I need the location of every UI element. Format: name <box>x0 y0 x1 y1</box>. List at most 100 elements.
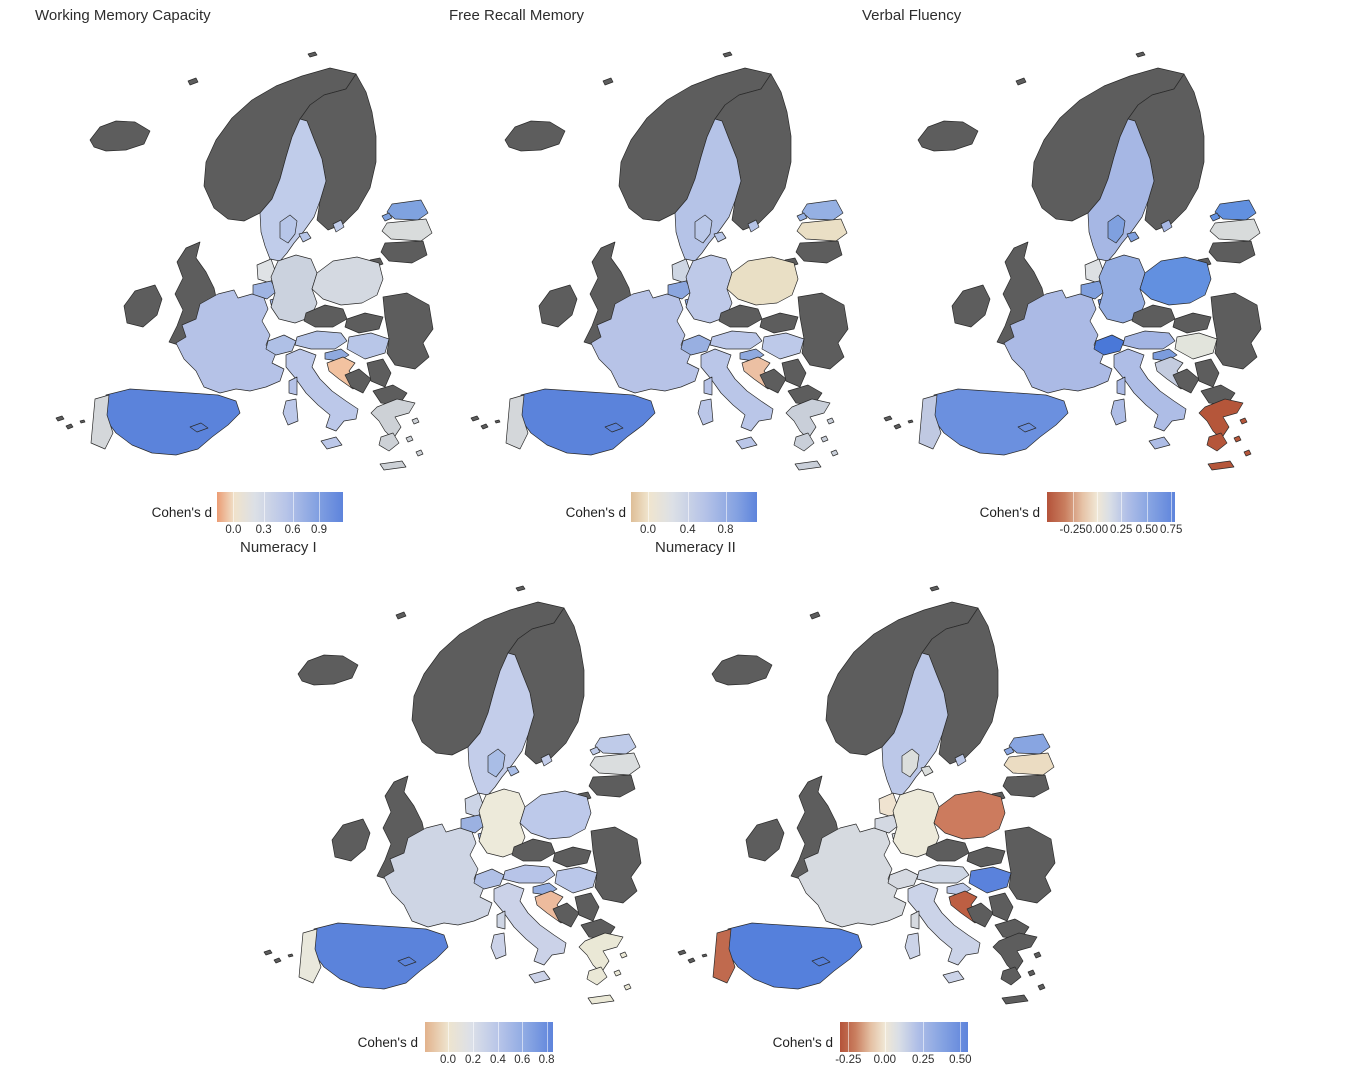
island-corsica <box>1116 376 1126 396</box>
legend-tick-label: 0.00 <box>873 1054 896 1066</box>
island-speck <box>65 423 74 430</box>
island-speck <box>307 51 318 58</box>
island-sardinia <box>490 932 507 960</box>
country-belgium <box>874 814 900 834</box>
island-aegean <box>1037 983 1046 991</box>
country-belgium <box>460 814 486 834</box>
europe-choropleth-map <box>263 585 642 1005</box>
island-speck <box>809 611 821 620</box>
country-switzerland <box>887 868 919 890</box>
country-france <box>1003 289 1113 394</box>
country-italy <box>285 348 359 432</box>
country-portugal <box>712 928 736 984</box>
country-poland <box>311 256 384 306</box>
country-bosnia <box>344 368 372 394</box>
region-romania-bulgaria <box>797 292 849 370</box>
island-sardinia <box>282 398 299 426</box>
island-aegean <box>820 435 829 443</box>
country-bosnia <box>552 902 580 928</box>
panel-title-numeracy-2: Numeracy II <box>655 539 736 556</box>
island-corsica <box>288 376 298 396</box>
country-sweden <box>467 652 535 796</box>
island-saaremaa <box>796 212 808 222</box>
legend-tick-label: 0.50 <box>949 1054 972 1066</box>
island-saaremaa <box>1209 212 1221 222</box>
legend-tick-label: 0.25 <box>1110 524 1133 536</box>
country-italy <box>493 882 567 966</box>
island-balearics <box>189 422 209 433</box>
island-sicily <box>1148 436 1171 450</box>
legend-tick-label: 0.4 <box>489 1054 506 1066</box>
legend-tick-row: 0.0 0.2 0.4 0.6 0.8 <box>425 1054 555 1068</box>
country-ireland <box>123 284 163 328</box>
island-speck <box>494 419 501 424</box>
europe-choropleth-map <box>883 51 1262 471</box>
country-czechia <box>1131 304 1176 328</box>
legend-tickmark <box>1096 492 1098 522</box>
island-speck <box>883 415 893 422</box>
country-austria <box>916 864 970 884</box>
legend-tick-label: 0.3 <box>255 524 272 536</box>
island-aegean <box>1027 969 1036 977</box>
country-slovakia <box>344 312 384 334</box>
island-crete <box>379 460 407 471</box>
map-verbal-fluency <box>868 48 1268 483</box>
island-gotland <box>540 753 553 767</box>
island-corsica <box>910 910 920 930</box>
legend-title: Cohen's d <box>151 505 212 520</box>
island-gotland <box>332 219 345 233</box>
country-greece <box>992 932 1038 974</box>
legend-tickmark <box>233 492 235 522</box>
island-speck <box>395 611 407 620</box>
legend-title: Cohen's d <box>772 1035 833 1050</box>
country-bosnia <box>966 902 994 928</box>
island-sicily <box>320 436 343 450</box>
panel-title-numeracy-1: Numeracy I <box>240 539 317 556</box>
island-speck <box>701 953 708 958</box>
country-finland <box>714 73 792 231</box>
island-zealand <box>920 765 934 777</box>
island-aegean <box>1233 435 1242 443</box>
country-denmark <box>1107 214 1126 244</box>
legend-tickmark <box>1171 492 1173 522</box>
country-latvia <box>381 218 433 242</box>
country-switzerland <box>680 334 712 356</box>
country-austria <box>1122 330 1176 350</box>
map-working-memory <box>40 48 440 483</box>
legend-tickmark <box>292 492 294 522</box>
country-ireland <box>951 284 991 328</box>
island-speck <box>263 949 273 956</box>
island-gotland <box>1160 219 1173 233</box>
country-estonia <box>1008 733 1051 755</box>
country-hungary <box>968 866 1012 894</box>
country-serbia <box>781 358 807 388</box>
legend-tick-label: 0.8 <box>717 524 734 536</box>
country-lithuania <box>380 240 428 264</box>
panel-title-verbal-fluency: Verbal Fluency <box>862 7 962 24</box>
island-zealand <box>298 231 312 243</box>
island-aegean <box>415 449 424 457</box>
country-italy <box>907 882 981 966</box>
country-ireland <box>331 818 371 862</box>
country-latvia <box>796 218 848 242</box>
island-sicily <box>942 970 965 984</box>
country-france <box>175 289 285 394</box>
island-speck <box>1135 51 1146 58</box>
legend-tickmark <box>319 492 321 522</box>
legend-tick-label: 0.6 <box>284 524 301 536</box>
country-denmark <box>901 748 920 778</box>
country-portugal <box>505 394 529 450</box>
island-balearics <box>397 956 417 967</box>
country-spain <box>103 388 241 456</box>
country-portugal <box>918 394 942 450</box>
country-iceland <box>89 120 151 152</box>
island-crete <box>794 460 822 471</box>
island-sardinia <box>697 398 714 426</box>
legend-tickmark <box>848 1022 850 1052</box>
legend-tickmark <box>1121 492 1123 522</box>
legend-colorbar <box>840 1022 968 1052</box>
country-czechia <box>925 838 970 862</box>
island-sicily <box>735 436 758 450</box>
europe-choropleth-map <box>677 585 1056 1005</box>
legend-tick-label: 0.50 <box>1135 524 1159 536</box>
